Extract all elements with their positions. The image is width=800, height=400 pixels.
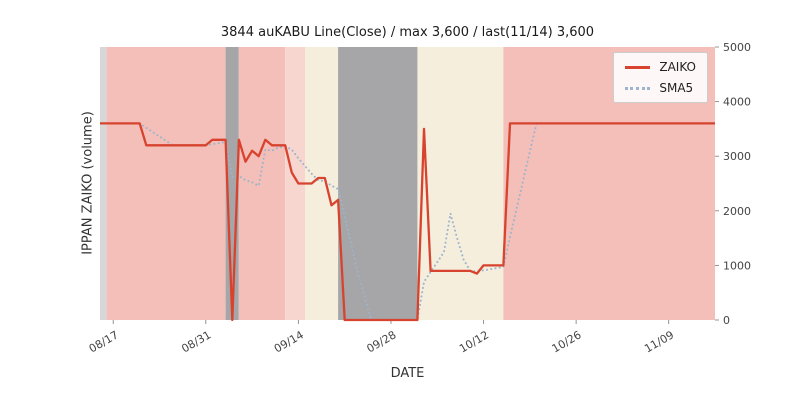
legend-label-sma5: SMA5 (659, 81, 694, 95)
x-tick-label: 11/09 (642, 328, 676, 355)
chart-title: 3844 auKABU Line(Close) / max 3,600 / la… (220, 25, 595, 40)
x-tick-label: 10/26 (550, 328, 584, 355)
x-tick-label: 08/17 (87, 328, 121, 355)
x-tick-label: 09/28 (365, 328, 399, 355)
background-band (106, 47, 226, 320)
x-tick-label: 10/12 (457, 328, 491, 355)
legend: ZAIKO SMA5 (613, 52, 708, 103)
y-tick-label: 3000 (723, 150, 751, 163)
x-tick-label: 09/14 (272, 328, 306, 355)
y-tick-label: 4000 (723, 96, 751, 109)
sma5-line-swatch (625, 86, 651, 90)
zaiko-line (100, 122, 715, 322)
legend-item-sma5: SMA5 (625, 82, 696, 94)
background-band (285, 47, 305, 320)
y-tick-label: 2000 (723, 205, 751, 218)
y-tick-label: 0 (723, 314, 730, 327)
x-tick-label: 08/31 (179, 328, 213, 355)
background-band (238, 47, 286, 320)
legend-label-zaiko: ZAIKO (659, 60, 696, 74)
y-axis-label: IPPAN ZAIKO (volume) (80, 111, 96, 255)
background-band (338, 47, 418, 320)
y-tick-label: 5000 (723, 41, 751, 54)
y-tick-label: 1000 (723, 259, 751, 272)
legend-item-zaiko: ZAIKO (625, 61, 696, 73)
background-band (100, 47, 107, 320)
x-axis-label: DATE (390, 366, 425, 381)
zaiko-line-swatch (625, 65, 651, 69)
background-band (417, 47, 504, 320)
